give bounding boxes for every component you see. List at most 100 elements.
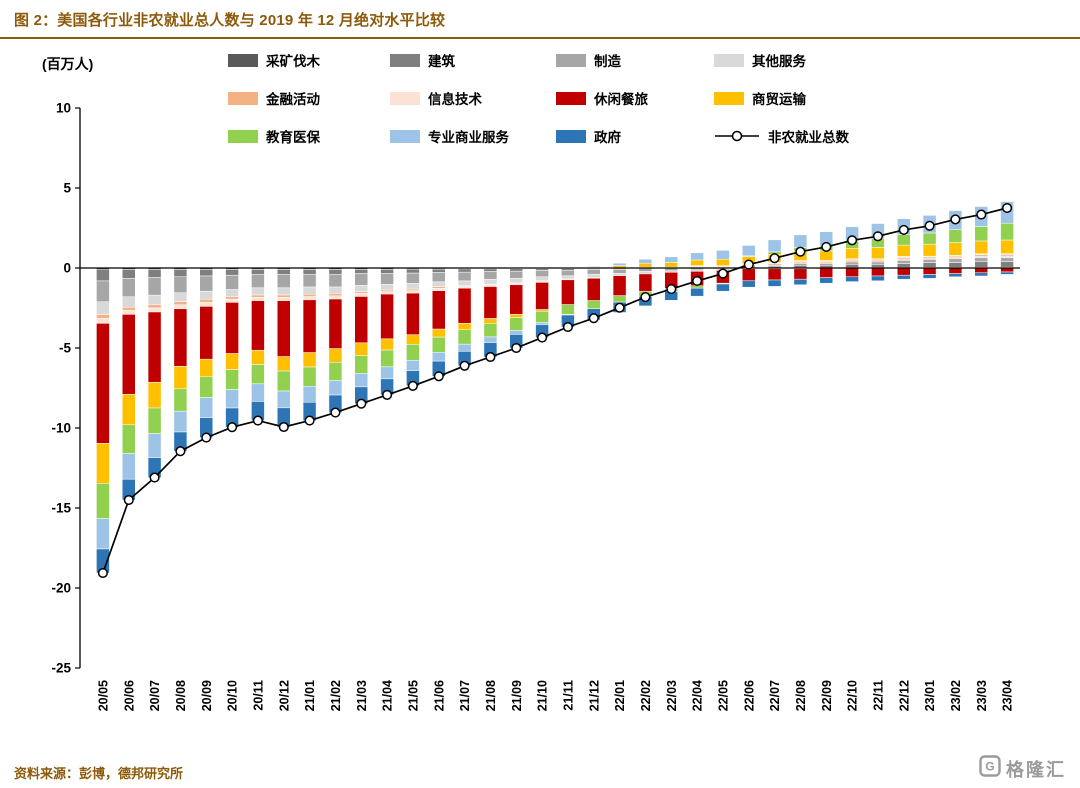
bar-segment xyxy=(303,300,316,353)
x-tick-label: 20/09 xyxy=(200,680,214,711)
bar-segment xyxy=(587,269,600,274)
y-tick-label: -15 xyxy=(51,501,71,516)
bar-segment xyxy=(148,305,161,308)
bar-segment xyxy=(587,278,600,300)
bar-segment xyxy=(561,280,574,305)
bar-segment xyxy=(897,235,910,245)
total-line-marker xyxy=(202,433,211,442)
legend-item-1: 建筑 xyxy=(390,50,556,70)
bar-segment xyxy=(949,243,962,256)
bar-segment xyxy=(458,272,471,281)
bar-segment xyxy=(355,293,368,296)
bar-segment xyxy=(897,260,910,263)
bar-segment xyxy=(871,262,884,264)
bar-segment xyxy=(277,288,290,295)
bar-segment xyxy=(406,284,419,290)
bar-segment xyxy=(742,281,755,287)
x-tick-label: 22/09 xyxy=(820,680,834,711)
total-line-marker xyxy=(822,243,831,252)
bar-segment xyxy=(949,230,962,243)
bar-segment xyxy=(226,299,239,302)
total-line-marker xyxy=(667,285,676,294)
bar-segment xyxy=(303,269,316,274)
combo-chart-svg: 1050-5-10-15-20-2520/0520/0620/0720/0820… xyxy=(0,98,1080,748)
bar-segment xyxy=(148,312,161,382)
bar-segment xyxy=(846,268,859,277)
total-line-marker xyxy=(796,247,805,256)
bar-segment xyxy=(96,319,109,324)
total-line-marker xyxy=(228,423,237,432)
total-line-marker xyxy=(925,222,934,231)
y-tick-label: -5 xyxy=(59,341,71,356)
total-line-marker xyxy=(900,226,909,235)
total-line-marker xyxy=(460,362,469,371)
total-line-marker xyxy=(305,416,314,425)
bar-segment xyxy=(484,269,497,271)
bar-segment xyxy=(1001,272,1014,274)
x-tick-label: 20/06 xyxy=(122,680,136,711)
bar-segment xyxy=(484,287,497,319)
bar-segment xyxy=(381,367,394,379)
x-tick-label: 22/12 xyxy=(897,680,911,711)
bar-segment xyxy=(303,353,316,367)
bar-segment xyxy=(716,284,729,291)
total-line-marker xyxy=(693,277,702,286)
bar-segment xyxy=(122,310,135,314)
bar-segment xyxy=(174,270,187,277)
bar-segment xyxy=(122,297,135,307)
bar-segment xyxy=(174,293,187,302)
total-line-marker xyxy=(150,473,159,482)
bar-segment xyxy=(458,281,471,286)
bar-segment xyxy=(432,282,445,287)
bar-segment xyxy=(923,268,936,274)
x-tick-label: 21/05 xyxy=(407,680,421,711)
bar-segment xyxy=(510,330,523,334)
bar-segment xyxy=(458,288,471,323)
bar-segment xyxy=(458,344,471,351)
bar-segment xyxy=(148,434,161,458)
bar-segment xyxy=(561,305,574,315)
bar-segment xyxy=(613,263,626,265)
bar-segment xyxy=(148,270,161,278)
total-line-marker xyxy=(254,416,263,425)
bar-segment xyxy=(355,269,368,273)
bar-segment xyxy=(226,354,239,370)
bar-segment xyxy=(200,276,213,291)
bar-segment xyxy=(277,295,290,297)
bar-segment xyxy=(975,268,988,273)
bar-segment xyxy=(406,360,419,370)
bar-segment xyxy=(251,288,264,295)
bar-segment xyxy=(484,319,497,324)
figure-header: 图 2：美国各行业非农就业总人数与 2019 年 12 月绝对水平比较 xyxy=(0,0,1080,39)
bar-segment xyxy=(329,299,342,349)
bar-segment xyxy=(406,293,419,335)
bar-segment xyxy=(871,248,884,259)
bar-segment xyxy=(432,291,445,329)
source-note: 资料来源：彭博，德邦研究所 xyxy=(14,763,183,782)
x-tick-label: 20/08 xyxy=(174,680,188,711)
bar-segment xyxy=(975,258,988,262)
bar-segment xyxy=(923,244,936,256)
bar-segment xyxy=(665,257,678,263)
bar-segment xyxy=(458,269,471,272)
bar-segment xyxy=(587,274,600,277)
bar-segment xyxy=(897,268,910,275)
bar-segment xyxy=(277,391,290,408)
x-tick-label: 22/07 xyxy=(768,680,782,711)
bar-segment xyxy=(975,241,988,254)
bar-segment xyxy=(949,263,962,268)
x-tick-label: 20/12 xyxy=(277,680,291,711)
bar-segment xyxy=(1001,258,1014,262)
bar-segment xyxy=(226,390,239,408)
x-tick-label: 21/01 xyxy=(303,680,317,711)
bar-segment xyxy=(148,278,161,296)
bar-segment xyxy=(200,377,213,398)
bar-segment xyxy=(846,277,859,282)
bar-segment xyxy=(820,251,833,261)
x-tick-label: 20/11 xyxy=(252,680,266,711)
bar-segment xyxy=(406,269,419,273)
bar-segment xyxy=(665,268,678,270)
bar-segment xyxy=(897,275,910,279)
bar-segment xyxy=(329,269,342,274)
bar-segment xyxy=(329,349,342,363)
